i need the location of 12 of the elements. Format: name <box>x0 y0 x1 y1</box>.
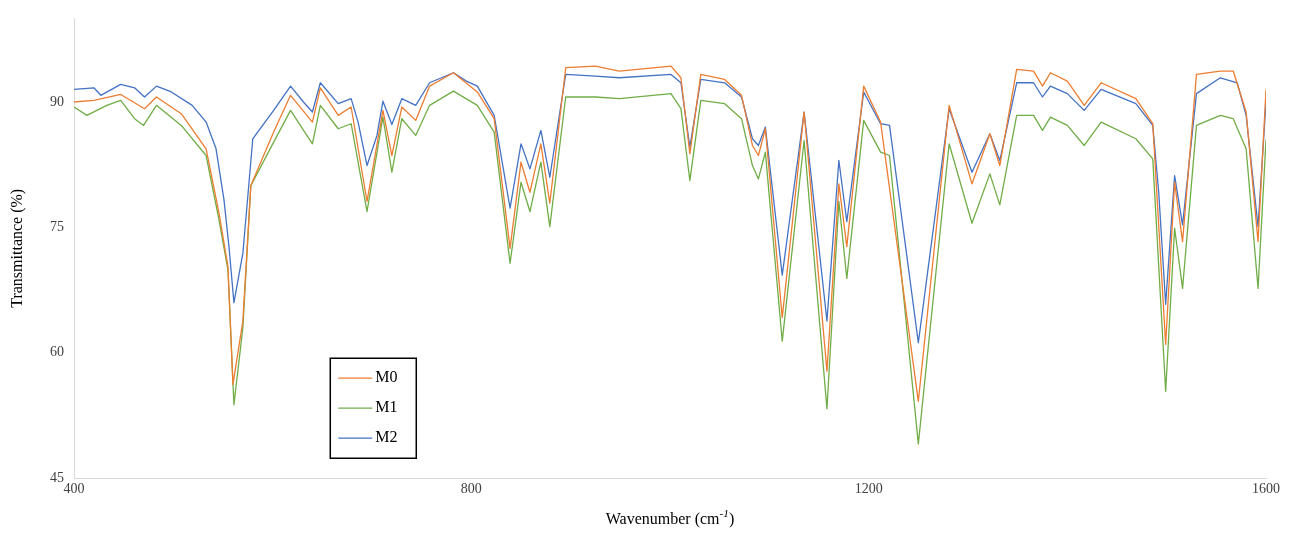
x-tick-label: 1200 <box>854 481 883 497</box>
legend-label: M0 <box>375 368 398 386</box>
legend-label: M1 <box>375 398 398 416</box>
y-tick-label: 90 <box>50 93 64 109</box>
y-tick-label: 60 <box>50 344 64 360</box>
y-axis-title: Transmittance (%) <box>8 188 27 308</box>
x-tick-label: 400 <box>63 481 85 497</box>
y-tick-label: 45 <box>50 469 64 485</box>
legend-label: M2 <box>375 428 398 446</box>
y-tick-label: 75 <box>50 219 64 235</box>
x-tick-label: 1600 <box>1252 481 1280 497</box>
x-tick-label: 800 <box>460 481 482 497</box>
